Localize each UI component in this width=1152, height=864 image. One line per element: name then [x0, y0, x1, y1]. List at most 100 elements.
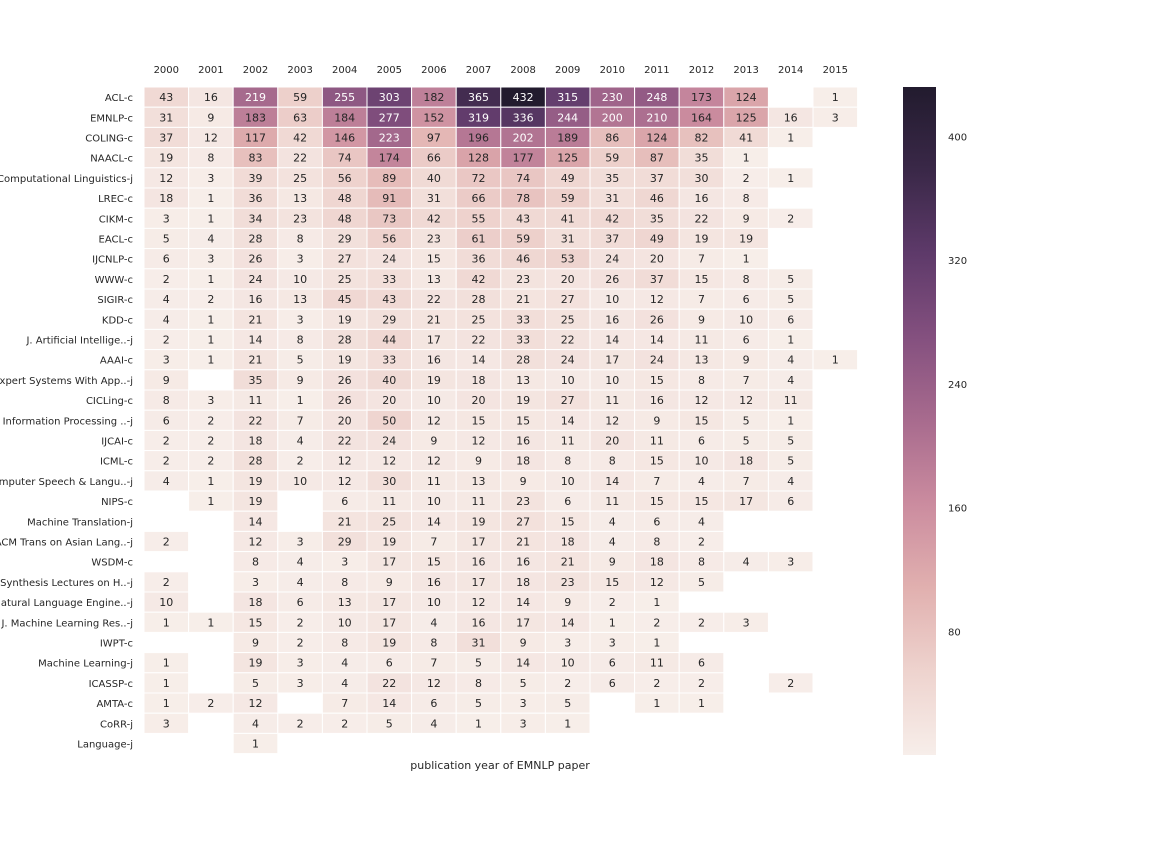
cell-value-label: 11	[561, 435, 575, 448]
y-tick-label: CoRR-j	[100, 719, 133, 730]
cell-value-label: 31	[472, 637, 486, 650]
cell-value-label: 3	[832, 111, 839, 124]
cell-value-label: 26	[338, 394, 352, 407]
cell-value-label: 7	[430, 657, 437, 670]
cell-value-label: 9	[386, 576, 393, 589]
cell-value-label: 20	[338, 414, 352, 427]
cell-value-label: 277	[379, 111, 400, 124]
cell-value-label: 28	[249, 455, 263, 468]
cell-value-label: 18	[159, 192, 173, 205]
cell-value-label: 16	[516, 556, 530, 569]
y-tick-label: Expert Systems With App..-j	[0, 376, 133, 387]
y-tick-label: LREC-c	[98, 194, 133, 205]
cell-value-label: 4	[297, 435, 304, 448]
y-tick-label: Information Processing ..-j	[3, 416, 133, 427]
x-tick-label: 2004	[332, 65, 357, 76]
cell-value-label: 22	[293, 152, 307, 165]
heatmap-cell	[723, 611, 769, 633]
cell-value-label: 18	[472, 374, 486, 387]
cell-value-label: 4	[341, 657, 348, 670]
cell-value-label: 9	[520, 637, 527, 650]
cell-value-label: 189	[557, 132, 578, 145]
cell-value-label: 43	[159, 91, 173, 104]
cell-value-label: 1	[207, 334, 214, 347]
cell-value-label: 18	[249, 596, 263, 609]
cell-value-label: 255	[334, 91, 355, 104]
cell-value-label: 15	[427, 556, 441, 569]
cell-value-label: 3	[297, 657, 304, 670]
cell-value-label: 14	[516, 596, 530, 609]
cell-value-label: 2	[653, 616, 660, 629]
cell-value-label: 10	[695, 455, 709, 468]
cell-value-label: 12	[382, 455, 396, 468]
cell-value-label: 17	[427, 334, 441, 347]
cell-value-label: 12	[338, 475, 352, 488]
cell-value-label: 8	[163, 394, 170, 407]
cell-value-label: 125	[557, 152, 578, 165]
cell-value-label: 5	[743, 435, 750, 448]
cell-value-label: 1	[787, 172, 794, 185]
cell-value-label: 26	[650, 313, 664, 326]
cell-value-label: 42	[472, 273, 486, 286]
cell-value-label: 10	[561, 475, 575, 488]
cell-value-label: 19	[159, 152, 173, 165]
cell-value-label: 11	[784, 394, 798, 407]
y-tick-label: CIKM-c	[99, 214, 133, 225]
cell-value-label: 1	[653, 596, 660, 609]
cell-value-label: 9	[252, 637, 259, 650]
cell-value-label: 9	[698, 313, 705, 326]
cell-value-label: 15	[650, 455, 664, 468]
cell-value-label: 21	[249, 313, 263, 326]
cell-value-label: 4	[163, 313, 170, 326]
cell-value-label: 83	[249, 152, 263, 165]
cell-value-label: 27	[338, 253, 352, 266]
cell-value-label: 8	[297, 233, 304, 246]
cell-value-label: 16	[204, 91, 218, 104]
cell-value-label: 7	[341, 697, 348, 710]
cell-value-label: 19	[382, 637, 396, 650]
cell-value-label: 223	[379, 132, 400, 145]
cell-value-label: 8	[475, 677, 482, 690]
cell-value-label: 6	[564, 495, 571, 508]
cell-value-label: 2	[297, 616, 304, 629]
cell-value-label: 29	[382, 313, 396, 326]
cell-value-label: 10	[739, 313, 753, 326]
cell-value-label: 4	[252, 717, 259, 730]
cell-value-label: 7	[743, 374, 750, 387]
cell-value-label: 20	[561, 273, 575, 286]
cell-value-label: 17	[605, 354, 619, 367]
cell-value-label: 202	[513, 132, 534, 145]
cell-value-label: 10	[427, 394, 441, 407]
x-tick-label: 2007	[466, 65, 491, 76]
cell-value-label: 3	[341, 556, 348, 569]
cell-value-label: 13	[427, 273, 441, 286]
x-tick-label: 2005	[377, 65, 402, 76]
cell-value-label: 18	[249, 435, 263, 448]
x-tick-label: 2006	[421, 65, 446, 76]
cell-value-label: 28	[338, 334, 352, 347]
cell-value-label: 10	[605, 374, 619, 387]
cell-value-label: 8	[698, 374, 705, 387]
cell-value-label: 17	[382, 596, 396, 609]
cell-value-label: 7	[698, 253, 705, 266]
cell-value-label: 2	[341, 717, 348, 730]
cell-value-label: 13	[695, 354, 709, 367]
cell-value-label: 1	[207, 273, 214, 286]
cell-value-label: 9	[564, 596, 571, 609]
cell-value-label: 17	[516, 616, 530, 629]
cell-value-label: 36	[472, 253, 486, 266]
cell-value-label: 2	[297, 637, 304, 650]
cell-value-label: 4	[787, 354, 794, 367]
cell-value-label: 9	[297, 374, 304, 387]
cell-value-label: 26	[249, 253, 263, 266]
cell-value-label: 1	[787, 132, 794, 145]
cell-value-label: 3	[520, 697, 527, 710]
cell-value-label: 31	[605, 192, 619, 205]
cell-value-label: 20	[472, 394, 486, 407]
cell-value-label: 22	[427, 293, 441, 306]
cell-value-label: 22	[249, 414, 263, 427]
heatmap-cell	[767, 672, 814, 694]
cell-value-label: 124	[646, 132, 667, 145]
cell-value-label: 19	[338, 354, 352, 367]
cell-value-label: 2	[698, 536, 705, 549]
